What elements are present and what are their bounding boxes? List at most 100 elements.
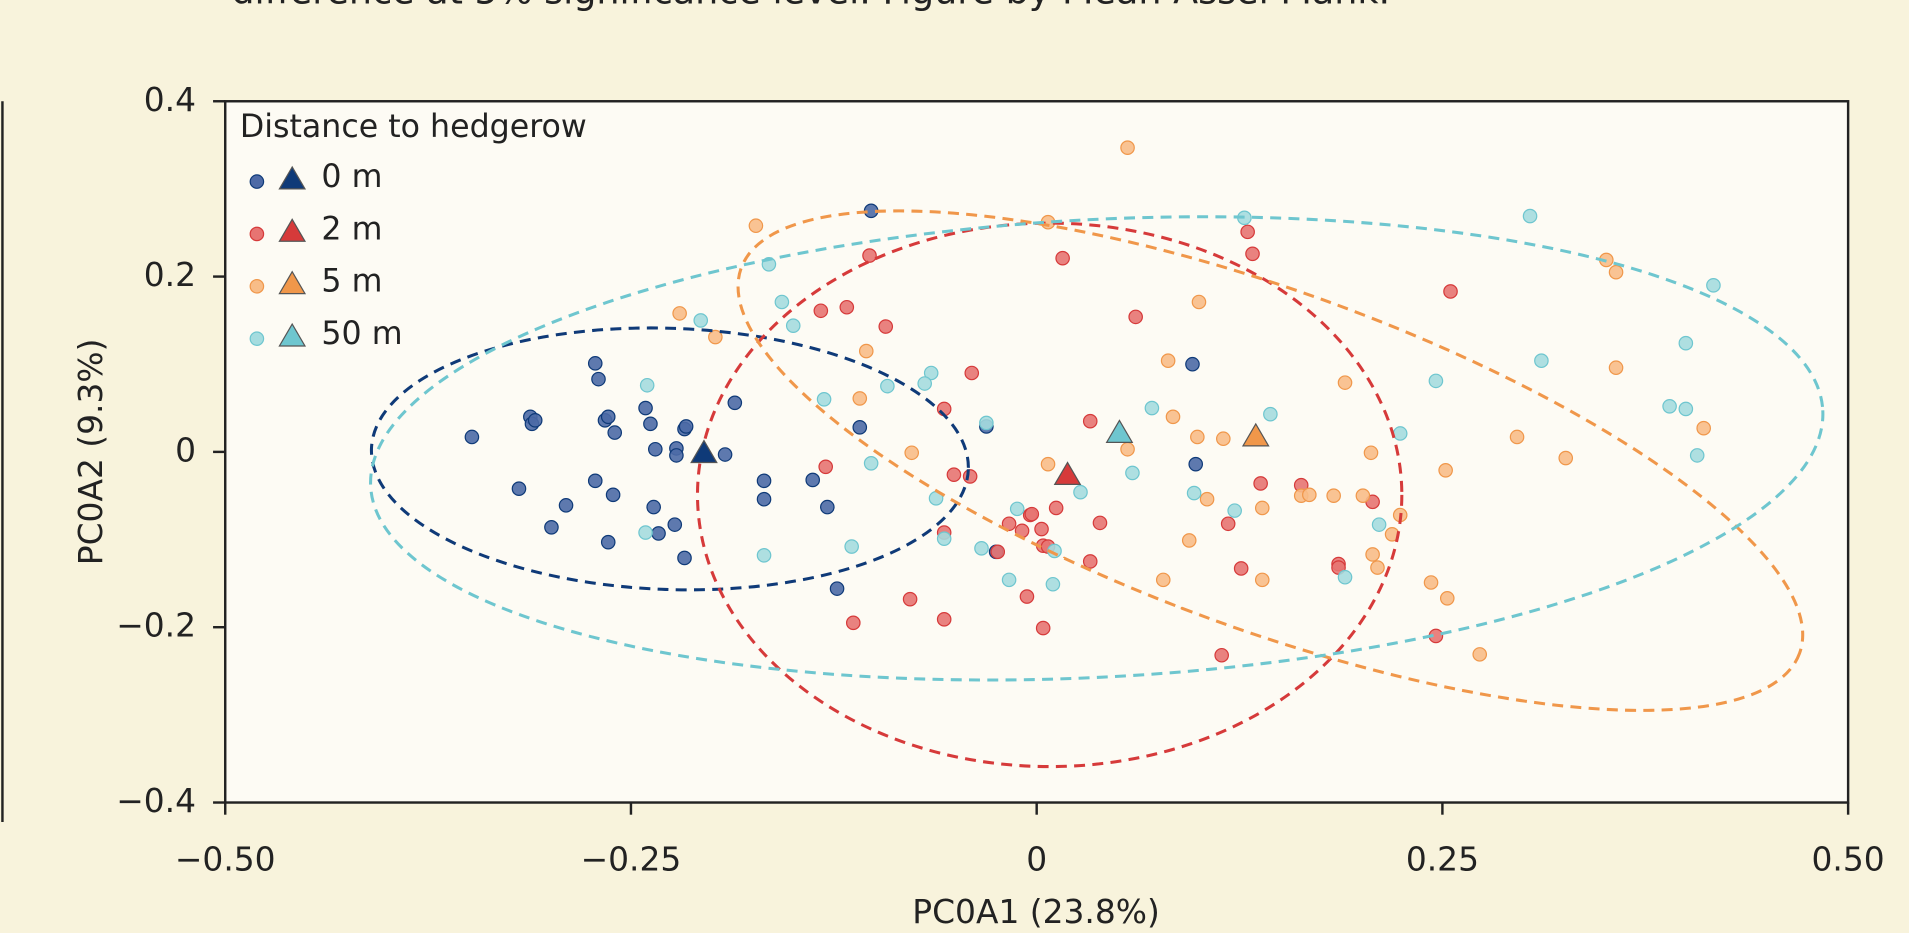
point: [979, 415, 994, 431]
point: [839, 299, 855, 315]
point: [936, 612, 952, 627]
point: [558, 498, 574, 513]
point: [1185, 356, 1200, 372]
point: [1428, 373, 1444, 389]
point: [1199, 491, 1215, 507]
point: [818, 459, 834, 475]
point: [990, 544, 1006, 560]
point: [1371, 517, 1387, 532]
point: [708, 329, 723, 345]
point: [638, 525, 653, 540]
point: [1009, 501, 1025, 517]
point: [1216, 431, 1231, 447]
point: [678, 419, 694, 434]
point: [1245, 246, 1260, 262]
point: [1363, 445, 1379, 461]
point: [1438, 462, 1453, 478]
point: [946, 467, 962, 482]
point: [587, 356, 603, 371]
confidence-ellipse: [369, 326, 970, 592]
point: [878, 319, 894, 334]
point: [1706, 278, 1721, 293]
y-tick-label: 0.4: [144, 80, 196, 119]
x-tick-label: −0.25: [581, 839, 682, 878]
point: [1254, 572, 1270, 588]
confidence-ellipse: [369, 215, 1825, 682]
point: [1522, 208, 1538, 224]
point: [1220, 516, 1236, 532]
point: [962, 469, 978, 484]
point: [605, 487, 621, 503]
point: [974, 541, 989, 556]
legend-point: [249, 226, 265, 242]
legend-triangle: [278, 218, 307, 242]
point: [1263, 406, 1278, 422]
point: [544, 519, 559, 535]
point: [1439, 590, 1455, 606]
y-tick-label: 0: [175, 430, 196, 469]
point: [880, 378, 895, 394]
legend-point: [249, 174, 265, 189]
point: [1034, 521, 1049, 537]
x-tick-label: 0.25: [1406, 839, 1479, 878]
point: [964, 365, 980, 381]
point: [923, 365, 939, 381]
point: [1227, 503, 1242, 518]
point: [1125, 465, 1140, 481]
point: [667, 517, 683, 532]
point: [1608, 264, 1624, 280]
point: [1190, 429, 1205, 445]
point: [756, 548, 772, 563]
point: [1160, 353, 1176, 369]
confidence-ellipse: [695, 221, 1404, 769]
point: [858, 343, 874, 359]
point: [1144, 400, 1160, 416]
point: [607, 425, 623, 440]
point: [748, 218, 764, 234]
point: [852, 391, 868, 406]
point: [1365, 547, 1380, 562]
point: [756, 473, 772, 489]
point: [651, 526, 666, 541]
point: [1128, 309, 1143, 325]
point: [1662, 399, 1677, 414]
point: [511, 481, 527, 497]
point: [774, 294, 790, 310]
point: [1253, 476, 1268, 491]
legend-triangle: [278, 322, 307, 347]
point: [1155, 572, 1171, 588]
point: [1326, 488, 1341, 504]
point: [756, 491, 772, 507]
point: [669, 448, 684, 463]
legend-triangle: [278, 270, 307, 295]
point: [1120, 441, 1135, 457]
x-tick-label: −0.50: [175, 839, 276, 878]
y-tick-label: −0.4: [116, 781, 196, 820]
point: [1082, 413, 1098, 429]
point: [863, 455, 879, 471]
point: [717, 447, 733, 462]
point: [1045, 576, 1061, 592]
point: [1233, 561, 1249, 576]
point: [1472, 647, 1488, 662]
point: [1678, 335, 1694, 351]
point: [1678, 401, 1694, 417]
point: [1534, 353, 1549, 369]
point: [672, 306, 687, 321]
point: [1073, 484, 1088, 500]
point: [1048, 500, 1064, 516]
point: [1082, 554, 1098, 569]
point: [1181, 533, 1197, 548]
point: [904, 445, 920, 461]
point: [1186, 485, 1202, 501]
y-tick-label: 0.2: [144, 255, 196, 294]
point: [936, 531, 952, 546]
point: [693, 313, 709, 328]
legend-label: 2 m: [321, 211, 382, 247]
point: [1689, 448, 1705, 463]
point: [587, 473, 603, 489]
point: [844, 539, 859, 554]
point: [1240, 224, 1255, 240]
legend-triangle: [278, 165, 307, 190]
point: [527, 413, 543, 428]
